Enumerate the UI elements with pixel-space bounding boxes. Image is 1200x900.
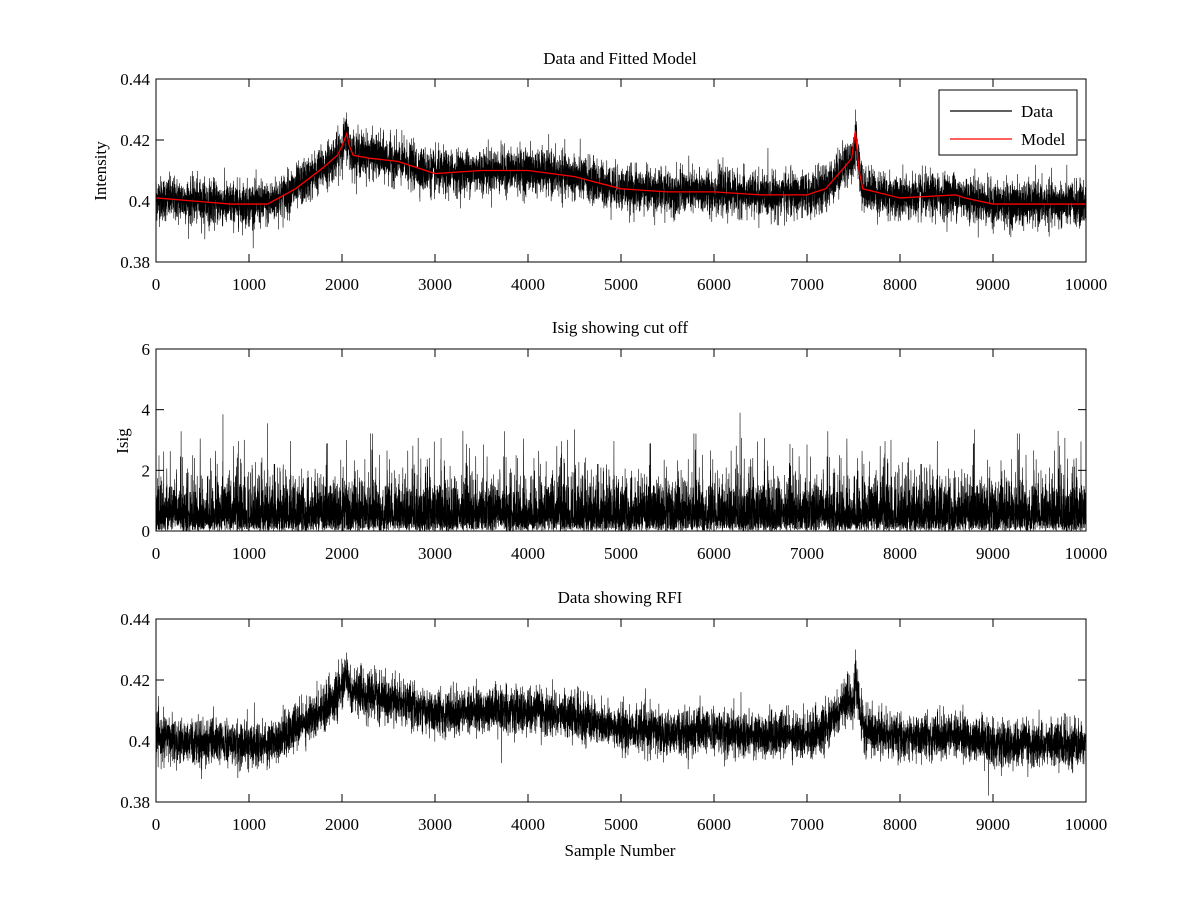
x-tick-label: 5000	[604, 815, 638, 834]
x-tick-label: 4000	[511, 815, 545, 834]
panel-2: Isig showing cut off Isig 0 1000 2000 3000 4…	[113, 318, 1107, 563]
series-group	[156, 649, 1086, 796]
x-tick-label: 1000	[232, 275, 266, 294]
x-tick-label: 7000	[790, 815, 824, 834]
legend-data-label: Data	[1021, 102, 1054, 121]
x-tick-label: 3000	[418, 815, 452, 834]
y-tick-label: 4	[142, 401, 151, 420]
series-line-data	[156, 109, 1086, 249]
panel-2-plot: 0 1000 2000 3000 4000 5000 6000 7000 8000 9000 100…	[142, 340, 1108, 563]
panel-1: Data and Fitted Model Intensity 0 1000 200…	[91, 49, 1107, 294]
y-tick-label: 0.38	[120, 253, 150, 272]
legend-box	[938, 89, 1078, 156]
x-tick-label: 0	[152, 815, 161, 834]
x-tick-label: 10000	[1065, 275, 1108, 294]
panel-3-title: Data showing RFI	[558, 588, 683, 607]
x-tick-label: 5000	[604, 544, 638, 563]
y-tick-label: 0.4	[129, 192, 151, 211]
x-tick-label: 2000	[325, 544, 359, 563]
y-tick-label: 2	[142, 461, 151, 480]
series-line-data	[156, 412, 1086, 531]
x-tick-label: 1000	[232, 815, 266, 834]
y-tick-label: 0	[142, 522, 151, 541]
x-tick-label: 4000	[511, 544, 545, 563]
x-tick-label: 6000	[697, 544, 731, 563]
y-tick-label: 0.44	[120, 610, 150, 629]
panel-3-xlabel: Sample Number	[565, 841, 676, 860]
x-tick-label: 7000	[790, 544, 824, 563]
panel-3: Data showing RFI Sample Number 0 1000 2000…	[120, 588, 1107, 860]
y-tick-label: 0.38	[120, 793, 150, 812]
legend-model-label: Model	[1021, 130, 1066, 149]
panel-3-plot: 0 1000 2000 3000 4000 5000 6000 7000 8000 9000 100…	[120, 610, 1107, 834]
panel-1-title: Data and Fitted Model	[543, 49, 697, 68]
x-tick-label: 2000	[325, 275, 359, 294]
y-tick-label: 0.42	[120, 671, 150, 690]
x-tick-label: 1000	[232, 544, 266, 563]
x-tick-label: 7000	[790, 275, 824, 294]
x-tick-label: 9000	[976, 544, 1010, 563]
panel-2-ylabel: Isig	[113, 428, 132, 454]
x-tick-label: 8000	[883, 544, 917, 563]
x-tick-label: 6000	[697, 275, 731, 294]
x-tick-label: 6000	[697, 815, 731, 834]
x-tick-label: 9000	[976, 815, 1010, 834]
x-tick-label: 0	[152, 275, 161, 294]
x-tick-label: 10000	[1065, 815, 1108, 834]
y-tick-label: 6	[142, 340, 151, 359]
panel-1-legend: Data Model	[938, 89, 1078, 156]
y-tick-label: 0.44	[120, 70, 150, 89]
panel-2-title: Isig showing cut off	[552, 318, 688, 337]
x-tick-label: 5000	[604, 275, 638, 294]
series-line-data	[156, 649, 1086, 796]
series-group	[156, 109, 1086, 249]
y-tick-label: 0.4	[129, 732, 151, 751]
x-tick-label: 8000	[883, 275, 917, 294]
x-tick-label: 0	[152, 544, 161, 563]
x-tick-label: 9000	[976, 275, 1010, 294]
x-tick-label: 10000	[1065, 544, 1108, 563]
series-line-model	[156, 130, 1086, 205]
panel-1-plot: 0 1000 2000 3000 4000 5000 6000 7000 8000 9000 100…	[120, 70, 1107, 294]
x-tick-label: 2000	[325, 815, 359, 834]
y-tick-label: 0.42	[120, 131, 150, 150]
x-tick-label: 8000	[883, 815, 917, 834]
x-tick-label: 3000	[418, 275, 452, 294]
panel-1-ylabel: Intensity	[91, 141, 110, 201]
series-group	[156, 412, 1086, 531]
x-tick-label: 3000	[418, 544, 452, 563]
x-tick-label: 4000	[511, 275, 545, 294]
